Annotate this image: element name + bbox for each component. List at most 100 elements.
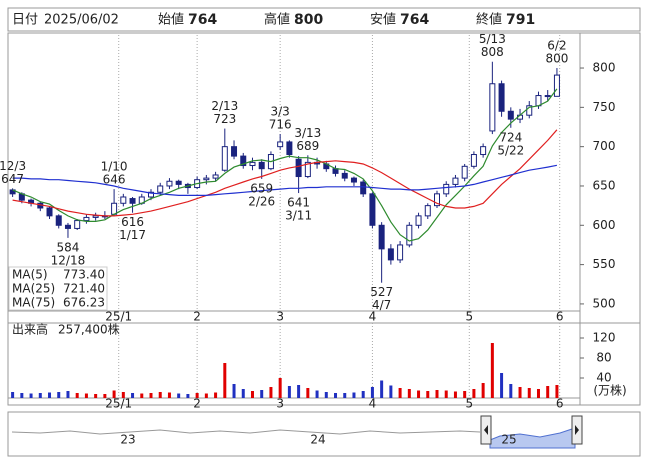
field-value: 764 <box>400 12 429 28</box>
x-tick-label: 25/1 <box>105 397 132 411</box>
candle-body <box>553 74 560 97</box>
legend-value: 721.40 <box>63 282 105 296</box>
y-tick-label: 700 <box>593 139 616 153</box>
y-tick-label: 600 <box>593 218 616 232</box>
candle-body <box>111 202 118 215</box>
volume-bar <box>38 393 42 398</box>
candle-body <box>240 155 247 167</box>
candle-body <box>231 146 238 157</box>
annotation-date: 1/10 <box>101 160 128 174</box>
volume-bar <box>177 393 181 398</box>
field-value: 791 <box>506 12 535 28</box>
navigator: 23 24 25 <box>7 411 641 457</box>
volume-bar <box>112 390 116 398</box>
header-box <box>7 7 641 32</box>
candle-body <box>120 196 127 204</box>
annotation-date: 6/2 <box>547 39 566 53</box>
annotation-date: 5/13 <box>479 32 506 46</box>
candle-body <box>148 191 154 198</box>
candle-body <box>387 248 394 261</box>
x-tick-label: 3 <box>276 397 284 411</box>
candle-body <box>406 224 413 246</box>
header: 日付 2025/06/02 <box>12 13 119 28</box>
volume-bar <box>546 386 550 398</box>
x-tick-label: 4 <box>369 310 377 324</box>
annotation-date: 3/13 <box>294 126 321 140</box>
volume-bar <box>297 385 301 398</box>
ma-line <box>12 164 558 196</box>
annotation-value: 808 <box>481 45 504 59</box>
volume-bar <box>121 392 125 398</box>
candle-body <box>452 177 459 185</box>
volume-bar <box>84 393 88 398</box>
volume-bar <box>250 391 254 398</box>
annotation-date: 2/13 <box>211 99 238 113</box>
legend-value: 676.23 <box>63 296 105 310</box>
annotation-value: 647 <box>1 172 24 186</box>
x-tick-label: 6 <box>556 397 564 411</box>
volume-bar <box>57 392 61 398</box>
annotation-value: 716 <box>269 118 292 132</box>
volume-bar <box>214 392 218 398</box>
candle-body <box>175 180 182 185</box>
volume-bar <box>444 390 448 398</box>
candle-body <box>166 180 173 187</box>
candle-body <box>74 220 81 229</box>
candle-body <box>397 244 404 261</box>
volume-bar <box>140 393 144 398</box>
annotation-value: 584 <box>57 240 80 254</box>
x-tick-label: 4 <box>369 397 377 411</box>
volume-bar <box>527 388 531 398</box>
annotation-value: 689 <box>296 139 319 153</box>
x-tick-label: 2 <box>193 397 201 411</box>
annotation-date: 1/17 <box>119 228 146 242</box>
candle-body <box>341 172 348 179</box>
volume-bar <box>149 393 153 398</box>
candle-body <box>55 215 62 226</box>
volume-bar <box>94 394 98 398</box>
candle-body <box>535 95 542 107</box>
ma-line <box>12 88 558 242</box>
volume-bar <box>481 383 485 398</box>
field-label: 高値 <box>264 12 290 28</box>
candle-body <box>221 146 228 171</box>
volume-bar <box>555 385 559 398</box>
volume-bar <box>11 392 15 398</box>
candle-body <box>286 141 293 156</box>
field-value: 800 <box>294 12 323 28</box>
volume-unit: (万株) <box>593 383 626 398</box>
field-label: 終値 <box>476 12 502 28</box>
candle-body <box>369 193 376 226</box>
volume-bar <box>195 393 199 398</box>
annotation-value: 659 <box>250 181 273 195</box>
volume-bar <box>158 392 162 398</box>
volume-bar <box>306 388 310 398</box>
annotation-date: 12/3 <box>0 159 26 173</box>
annotation-value: 527 <box>370 285 393 299</box>
volume-bar <box>186 394 190 398</box>
volume-bar <box>29 393 33 398</box>
candle-body <box>378 224 385 250</box>
volume-bar <box>518 387 522 398</box>
volume-bar <box>204 393 208 398</box>
annotation-value: 641 <box>287 196 310 210</box>
candle-body <box>129 198 136 204</box>
x-tick-label: 6 <box>556 310 564 324</box>
volume-bar <box>426 391 430 398</box>
volume-bar <box>343 393 347 398</box>
candle-body <box>350 177 357 183</box>
navigator-label: 24 <box>310 433 325 447</box>
volume-bar <box>361 391 365 398</box>
candle-body <box>424 205 431 217</box>
navigator-label: 25 <box>501 433 516 447</box>
field-value: 764 <box>188 12 217 28</box>
y-tick-label: 550 <box>593 257 616 271</box>
legend-value: 773.40 <box>63 268 105 282</box>
volume-bar <box>490 343 494 398</box>
legend-name: MA(5) <box>12 268 48 282</box>
y-tick-label: 80 <box>596 351 611 365</box>
candle-body <box>64 224 71 229</box>
field-label: 始値 <box>158 12 184 28</box>
volume-bar <box>536 389 540 398</box>
